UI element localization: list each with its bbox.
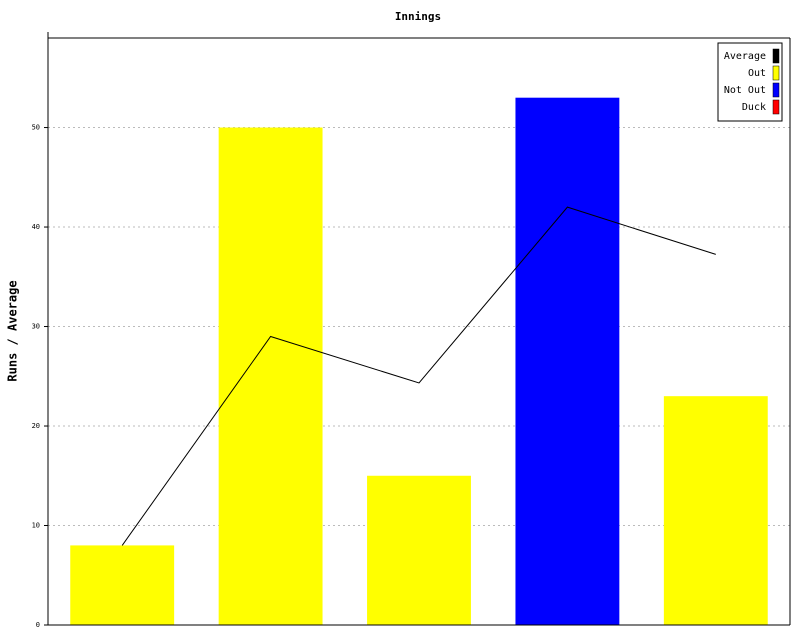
y-tick-label: 50 [32, 124, 40, 132]
bar [218, 127, 323, 626]
legend-label: Average [724, 51, 766, 62]
y-tick-label: 40 [32, 223, 40, 231]
chart-title: Innings [395, 10, 441, 23]
y-tick-label: 30 [32, 323, 40, 331]
bar [70, 545, 175, 625]
bar [515, 97, 620, 625]
legend-swatch [772, 65, 780, 81]
average-line [121, 206, 716, 546]
legend-label: Duck [742, 102, 766, 113]
legend-box [717, 42, 783, 122]
y-axis-label: Runs / Average [6, 280, 20, 381]
legend-label: Not Out [724, 85, 766, 96]
legend-swatch [772, 48, 780, 64]
y-tick-label: 20 [32, 422, 40, 430]
legend-label: Out [748, 68, 766, 79]
bar [367, 475, 471, 625]
legend-swatch [772, 99, 780, 115]
bar [663, 396, 768, 625]
y-tick-label: 10 [32, 522, 40, 530]
legend-swatch [772, 82, 780, 98]
y-tick-label: 0 [36, 621, 40, 629]
